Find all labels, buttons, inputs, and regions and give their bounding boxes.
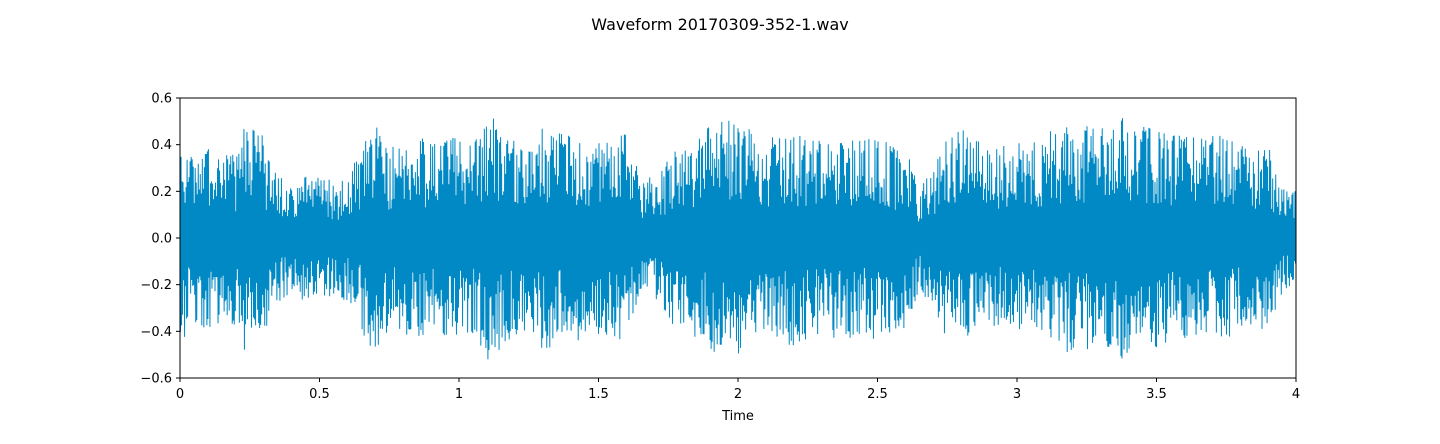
y-tick-label: 0.0 (151, 232, 172, 247)
y-tick-label: 0.6 (151, 92, 172, 107)
x-tick-label: 1 (455, 387, 463, 402)
x-tick-label: 0 (176, 387, 184, 402)
chart-title: Waveform 20170309-352-1.wav (591, 15, 848, 34)
x-tick-label: 1.5 (588, 387, 609, 402)
x-tick-label: 2.5 (867, 387, 888, 402)
x-tick-label: 4 (1292, 387, 1300, 402)
y-tick-label: −0.4 (140, 325, 172, 340)
x-axis: 0 0.5 1 1.5 2 2.5 3 3.5 4 (176, 378, 1300, 402)
y-tick-label: −0.6 (140, 372, 172, 387)
x-tick-label: 3.5 (1146, 387, 1167, 402)
x-tick-label: 0.5 (309, 387, 330, 402)
y-axis: −0.6 −0.4 −0.2 0.0 0.2 0.4 0.6 (140, 92, 180, 387)
y-tick-label: 0.2 (151, 185, 172, 200)
waveform-series (179, 118, 1297, 360)
y-tick-label: 0.4 (151, 138, 172, 153)
y-tick-label: −0.2 (140, 278, 172, 293)
x-tick-label: 3 (1013, 387, 1021, 402)
plot-area (179, 97, 1297, 379)
x-axis-label: Time (721, 409, 754, 424)
waveform-line (179, 118, 1297, 360)
x-tick-label: 2 (734, 387, 742, 402)
